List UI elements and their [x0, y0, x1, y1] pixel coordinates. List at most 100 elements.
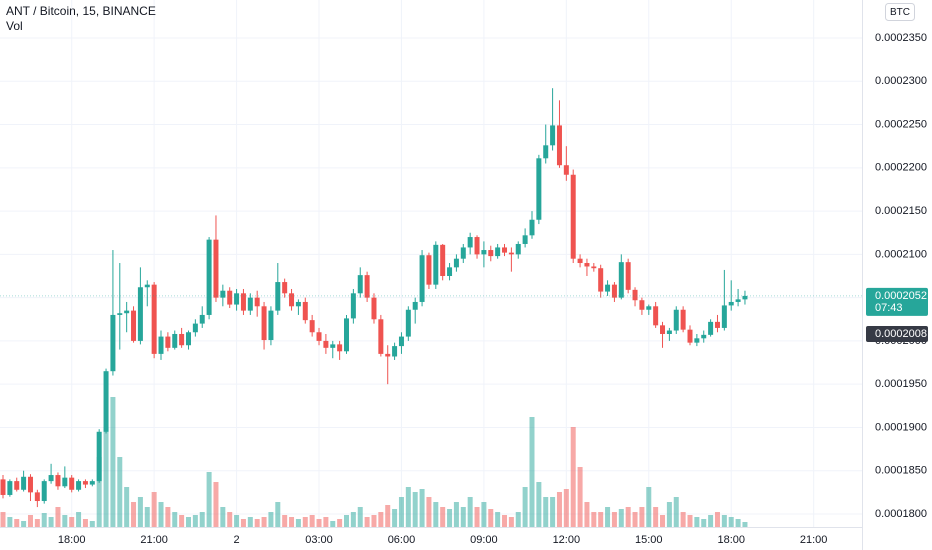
candle-body [330, 344, 336, 348]
currency-label[interactable]: BTC [890, 7, 910, 18]
candle-body [0, 479, 6, 495]
volume-bar [344, 515, 349, 527]
last-price-box [866, 287, 928, 316]
volume-bar [76, 512, 82, 527]
volume-bar [405, 487, 411, 527]
volume-bar [350, 512, 356, 527]
volume-bar [213, 482, 219, 527]
volume-bar [254, 519, 260, 527]
volume-bar [742, 522, 748, 527]
candle-body [151, 284, 157, 354]
candle-body [673, 309, 679, 331]
candle-body [666, 330, 672, 334]
candle-body [185, 332, 191, 346]
volume-bar [96, 457, 102, 527]
volume-bar [577, 467, 583, 527]
candle-body [76, 481, 82, 490]
x-tick-label: 18:00 [717, 534, 745, 546]
candle-body [405, 309, 411, 337]
volume-bar [550, 497, 556, 527]
candle-body [694, 338, 700, 343]
volume-bar [529, 417, 535, 527]
candle-body [563, 165, 569, 175]
y-tick-label: 0.0002100 [875, 248, 927, 260]
y-tick-label: 0.0002300 [875, 75, 927, 87]
volume-bar [131, 502, 137, 527]
volume-bar [660, 515, 666, 527]
candle-body [625, 262, 631, 290]
volume-bar [412, 492, 418, 527]
candle-body [598, 268, 604, 292]
volume-bar [295, 519, 301, 527]
x-tick-label: 18:00 [58, 534, 86, 546]
volume-bar [316, 519, 322, 527]
candle-body [378, 319, 384, 354]
x-tick-label: 21:00 [140, 534, 168, 546]
candle-body [179, 333, 185, 346]
volume-bar [673, 497, 679, 527]
y-tick-label: 0.0002250 [875, 118, 927, 130]
candle-body [543, 145, 549, 159]
volume-bar [41, 513, 47, 527]
volume-bar [639, 507, 645, 527]
candle-body [69, 477, 75, 490]
volume-bar [701, 519, 707, 527]
volume-bar [55, 507, 61, 527]
y-tick-label: 0.0001800 [875, 508, 927, 520]
volume-bar [598, 512, 604, 527]
volume-bar [605, 507, 611, 527]
candle-body [247, 297, 253, 311]
volume-bar [735, 519, 741, 527]
volume-bar [460, 507, 466, 527]
candle-body [96, 431, 102, 482]
volume-bar [62, 515, 68, 527]
candle-body [124, 310, 130, 314]
volume-bar [240, 519, 246, 527]
candle-body [21, 476, 27, 490]
volume-bar [570, 427, 576, 527]
candle-body [447, 267, 453, 276]
candle-body [103, 371, 109, 432]
candle-body [412, 301, 418, 310]
volume-bar [247, 517, 253, 527]
candle-body [515, 243, 521, 255]
candle-body [584, 263, 590, 267]
volume-bar [371, 515, 377, 527]
candle-body [289, 293, 295, 307]
candle-body [295, 301, 301, 307]
volume-bar [611, 512, 617, 527]
volume-bar [206, 472, 212, 527]
volume-bar [323, 517, 329, 527]
candle-body [350, 293, 356, 319]
candle-body [687, 329, 693, 343]
volume-bar [27, 515, 33, 527]
candle-body [728, 301, 734, 306]
volume-bar [172, 512, 178, 527]
candle-body [646, 306, 652, 310]
x-tick-label: 15:00 [635, 534, 663, 546]
candle-body [618, 262, 624, 298]
volume-bar [426, 497, 432, 527]
candle-body [117, 313, 123, 315]
volume-bar [495, 512, 501, 527]
y-tick-label: 0.0001950 [875, 378, 927, 390]
volume-bar [440, 507, 446, 527]
candle-body [481, 250, 487, 255]
volume-bar [0, 512, 6, 527]
volume-bar [69, 517, 75, 527]
x-tick-label: 03:00 [305, 534, 333, 546]
candle-body [227, 290, 233, 305]
volume-bar [508, 517, 514, 527]
countdown-label: 07:43 [875, 302, 903, 314]
volume-bar [275, 502, 281, 527]
volume-bar [398, 497, 404, 527]
volume-bar [625, 507, 631, 527]
volume-bar [261, 517, 267, 527]
candle-body [660, 325, 666, 334]
currency-button[interactable] [885, 3, 915, 21]
volume-bar [309, 515, 315, 527]
candle-body [82, 481, 88, 485]
candle-body [529, 219, 535, 236]
candle-body [34, 492, 40, 502]
